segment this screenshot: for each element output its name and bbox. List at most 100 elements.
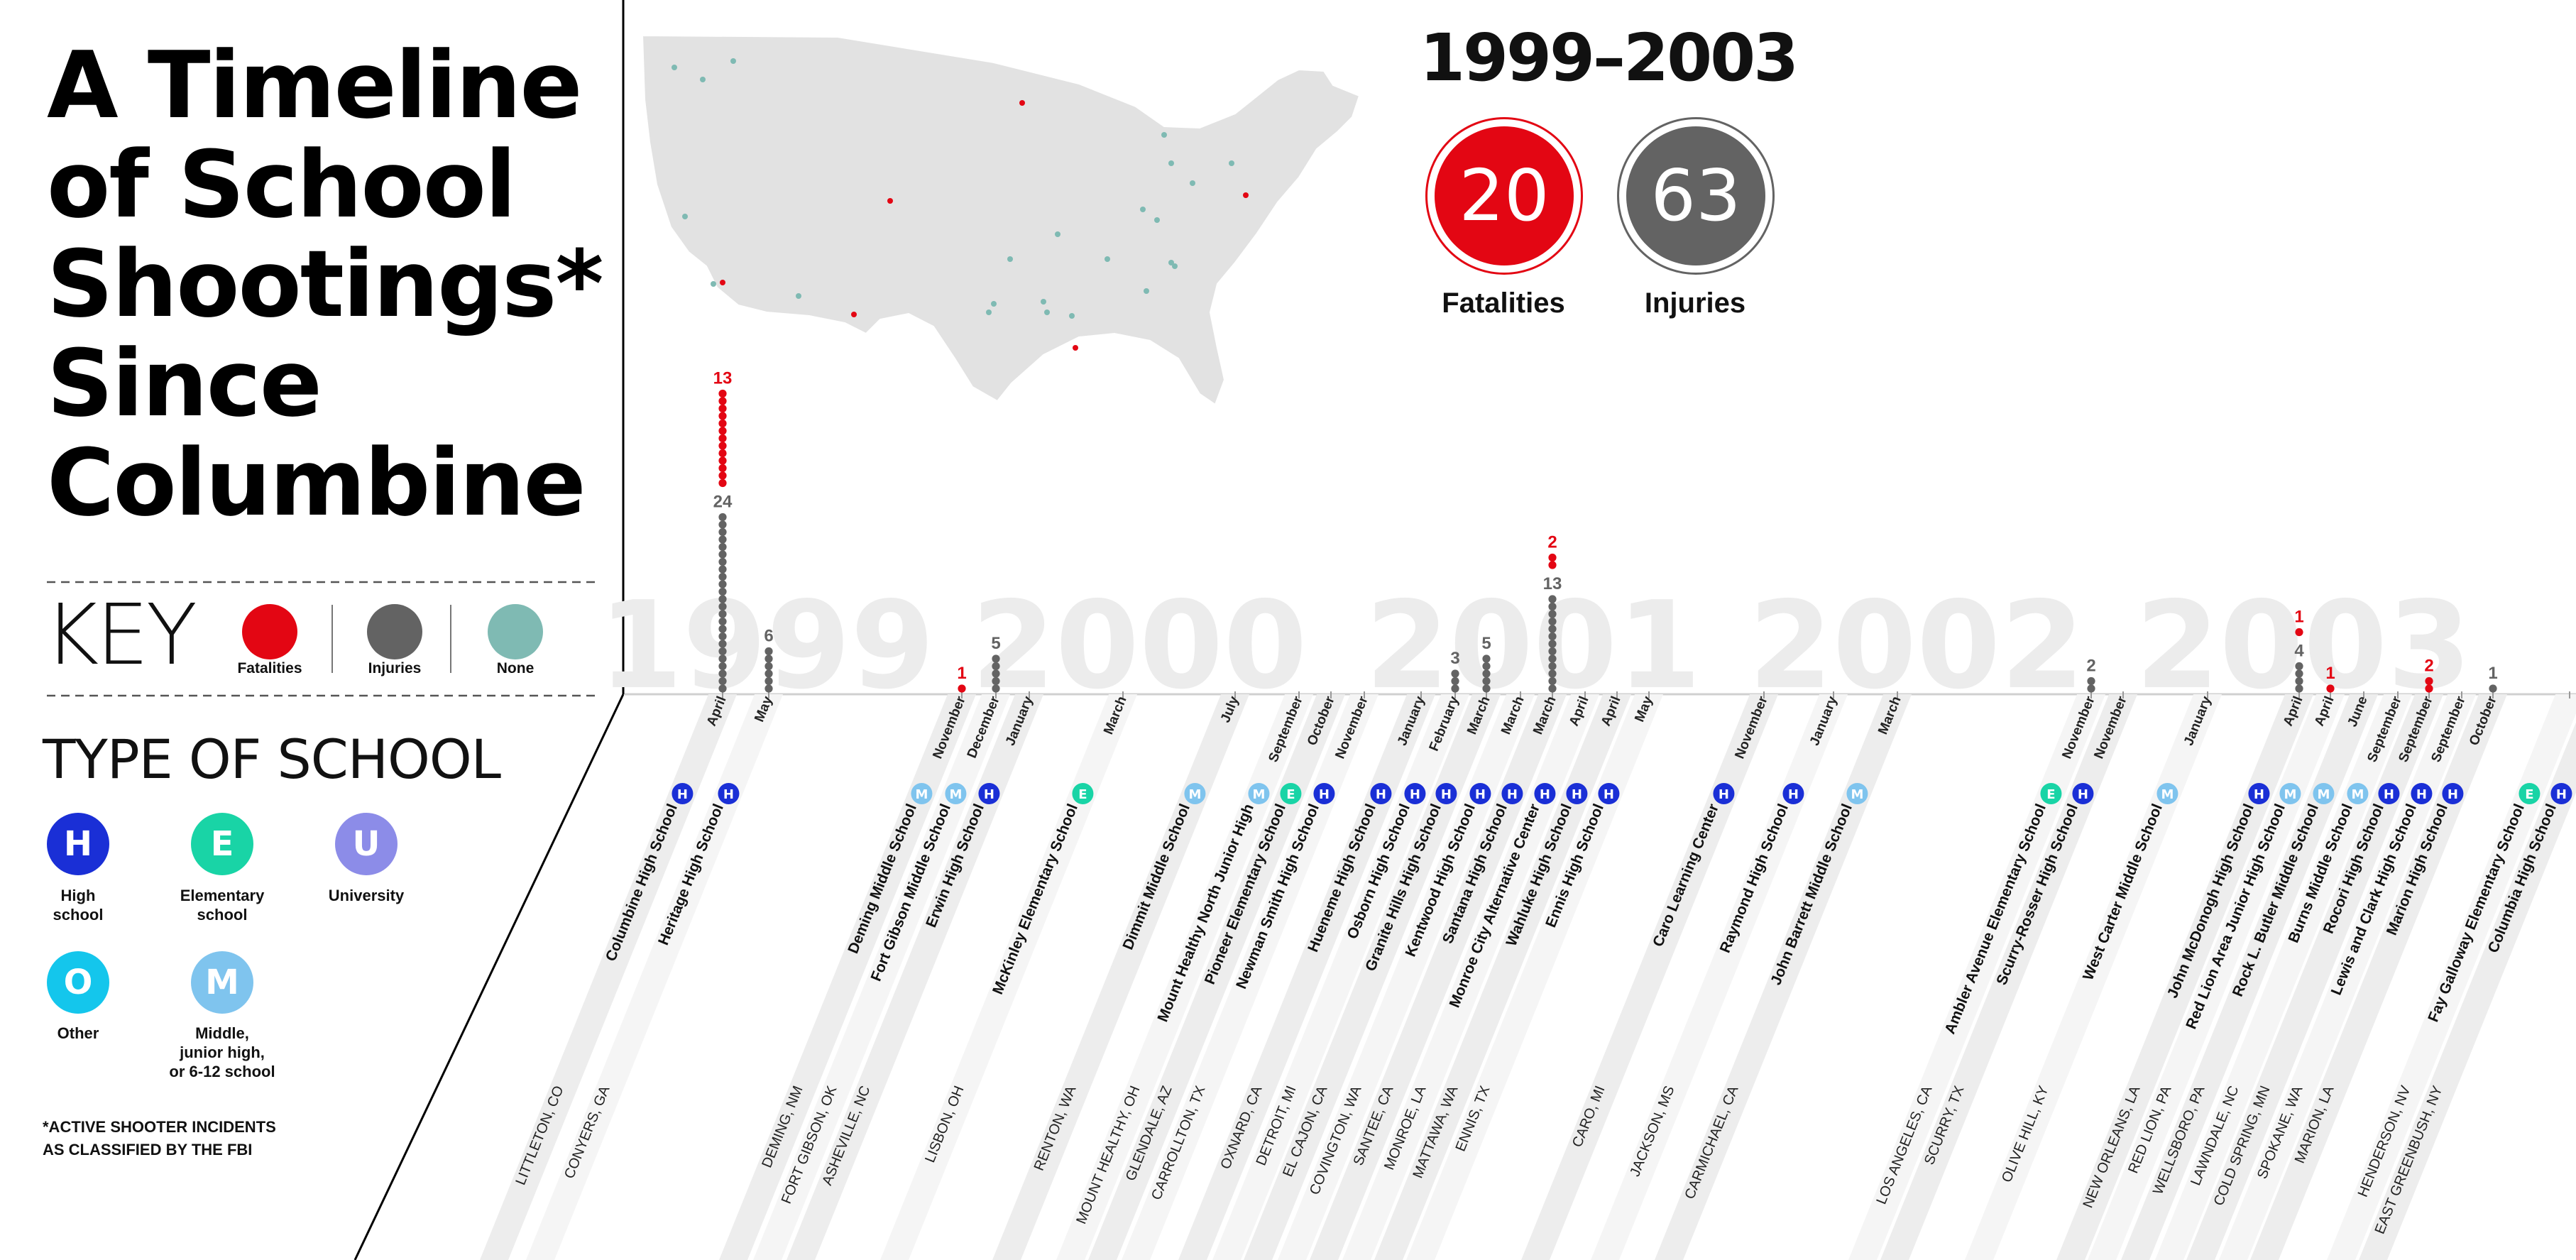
incident-band xyxy=(992,694,1249,1260)
injury-dot xyxy=(1548,595,1557,603)
elementary-type-label: Elementary school xyxy=(180,887,265,924)
injury-dot xyxy=(1548,647,1557,656)
school-type-letter: H xyxy=(1788,787,1799,802)
school-type-badge xyxy=(1184,783,1206,804)
incident-band xyxy=(753,694,1010,1260)
school-type-badge xyxy=(1435,783,1457,804)
school-type-letter: H xyxy=(2448,787,2458,802)
map-incident-marker xyxy=(711,281,716,287)
school-type-badge xyxy=(1280,783,1302,804)
school-type-letter: M xyxy=(2317,787,2330,802)
incident-band xyxy=(1591,694,1848,1260)
injury-dot xyxy=(718,557,727,566)
map-incident-marker xyxy=(700,77,706,82)
fatality-dot xyxy=(718,397,727,405)
injury-dot xyxy=(1548,617,1557,626)
injury-dot xyxy=(718,676,727,686)
fatality-dot xyxy=(718,456,727,465)
period-heading: 1999–2003 xyxy=(1420,20,1799,96)
injury-dot xyxy=(992,669,1000,678)
injury-dot xyxy=(2295,669,2303,678)
school-type-badge xyxy=(2550,783,2572,804)
injury-dot xyxy=(1548,625,1557,633)
injury-dot xyxy=(1451,669,1459,678)
school-type-letter: H xyxy=(1604,787,1614,802)
incident-band xyxy=(1965,694,2222,1260)
injury-dot xyxy=(718,647,727,656)
incident-band xyxy=(880,694,1137,1260)
incident-band xyxy=(480,694,737,1260)
map-incident-marker xyxy=(991,301,997,307)
fatality-count-label: 1 xyxy=(2325,664,2335,683)
injuries-key-dot xyxy=(367,604,422,659)
injury-dot xyxy=(1548,669,1557,678)
map-incident-marker xyxy=(1168,160,1174,166)
incident-band xyxy=(1880,694,2137,1260)
school-type-letter: E xyxy=(2525,787,2533,802)
school-type-badge xyxy=(2040,783,2062,804)
map-incident-marker xyxy=(986,309,992,315)
injury-count-label: 4 xyxy=(2294,642,2304,661)
school-type-letter: H xyxy=(1410,787,1420,802)
injuries-total-badge: 63 xyxy=(1617,117,1775,275)
us-map-silhouette xyxy=(641,34,1361,406)
injury-dot xyxy=(2087,684,2095,693)
injury-dot xyxy=(1548,654,1557,663)
injury-count-label: 24 xyxy=(713,493,733,512)
injury-count-label: 13 xyxy=(1543,574,1562,593)
map-incident-marker xyxy=(1055,231,1060,237)
school-type-letter: H xyxy=(677,787,688,802)
school-type-badge xyxy=(2378,783,2400,804)
middle-school-type-icon: M xyxy=(191,951,253,1014)
school-type-badge xyxy=(1313,783,1335,804)
university-type-label: University xyxy=(328,887,405,904)
injury-dot xyxy=(992,676,1000,686)
map-incident-marker xyxy=(1140,207,1146,212)
incident-band xyxy=(2155,694,2412,1260)
map-incident-marker xyxy=(1243,192,1249,198)
incident-band xyxy=(526,694,783,1260)
school-type-badge xyxy=(1846,783,1868,804)
map-incident-marker xyxy=(796,293,801,299)
injury-count-label: 5 xyxy=(1481,634,1491,653)
map-incident-marker xyxy=(1168,260,1174,265)
school-type-letter: H xyxy=(2384,787,2394,802)
school-type-letter: H xyxy=(984,787,994,802)
injury-dot xyxy=(1548,602,1557,611)
school-type-letter: M xyxy=(915,787,928,802)
fatality-count-label: 1 xyxy=(2294,608,2303,627)
school-name-label: West Carter Middle School xyxy=(2080,801,2166,982)
fatalities-key-dot xyxy=(242,604,297,659)
key-label: KEY xyxy=(44,586,197,684)
fatality-dot xyxy=(718,404,727,413)
injury-dot xyxy=(718,520,727,529)
injuries-key-label: Injuries xyxy=(368,660,422,676)
incident-band xyxy=(1122,694,1379,1260)
injury-dot xyxy=(718,572,727,581)
injury-count-label: 6 xyxy=(764,627,773,646)
fatality-dot xyxy=(718,412,727,420)
high-school-type-label: High school xyxy=(53,887,104,924)
school-type-badge xyxy=(2519,783,2541,804)
fatalities-total-value: 20 xyxy=(1435,126,1574,265)
map-incident-marker xyxy=(1041,299,1046,305)
fatality-dot xyxy=(1548,553,1557,562)
university-type-icon: U xyxy=(335,813,398,875)
injury-dot xyxy=(718,527,727,537)
fatalities-total-badge: 20 xyxy=(1425,117,1583,275)
injury-dot xyxy=(992,684,1000,693)
injury-dot xyxy=(1451,676,1459,686)
injury-dot xyxy=(764,662,773,671)
school-type-letter: H xyxy=(1376,787,1386,802)
school-type-letter: M xyxy=(1188,787,1201,802)
injury-dot xyxy=(1451,684,1459,693)
year-watermark: 1999 xyxy=(598,576,934,716)
incident-band xyxy=(1655,694,1912,1260)
high-school-type-icon: H xyxy=(47,813,109,875)
other-type-icon: O xyxy=(47,951,109,1014)
fatality-dot xyxy=(2425,676,2433,686)
map-incident-marker xyxy=(1161,132,1167,138)
injury-dot xyxy=(1482,676,1491,686)
panel-divider-diagonal xyxy=(353,694,625,1260)
